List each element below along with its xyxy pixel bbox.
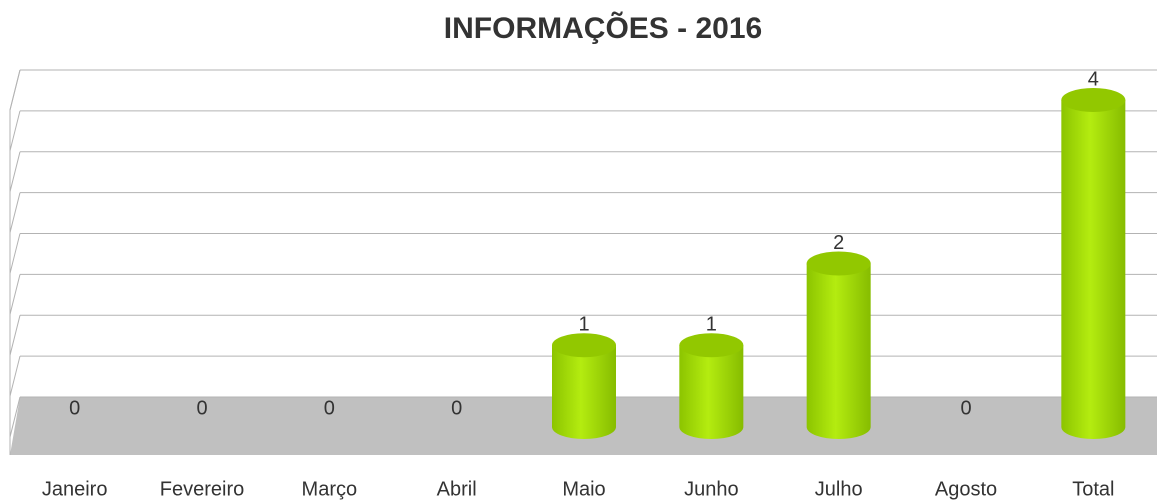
bar-body — [806, 263, 871, 440]
x-tick-label: Agosto — [935, 478, 997, 500]
x-tick-label: Fevereiro — [160, 478, 244, 500]
side-grid-line — [9, 110, 21, 151]
x-tick-label: Janeiro — [42, 478, 108, 500]
value-label: 1 — [578, 314, 589, 336]
bar-body — [552, 345, 616, 439]
side-grid-line — [9, 69, 21, 111]
chart-title: INFORMAÇÕES - 2016 — [444, 11, 762, 45]
bar-top — [679, 333, 744, 358]
side-grid-line — [9, 151, 21, 192]
x-tick-label: Junho — [684, 478, 739, 500]
bar-top — [806, 251, 871, 276]
side-grid-line — [9, 274, 21, 315]
side-grid-line — [9, 233, 21, 274]
side-grid-line — [9, 396, 21, 438]
bar-top — [552, 333, 616, 358]
bar — [1061, 88, 1126, 440]
bar — [806, 251, 871, 440]
value-label: 0 — [69, 397, 80, 419]
bar — [552, 333, 616, 439]
x-tick-label: Maio — [562, 478, 605, 500]
x-tick-label: Total — [1072, 478, 1114, 500]
bar-body — [679, 345, 744, 440]
bar — [679, 333, 744, 440]
x-tick-label: Abril — [437, 478, 477, 500]
side-wall — [9, 69, 21, 455]
side-grid-line — [9, 356, 21, 397]
value-label: 0 — [451, 397, 462, 419]
value-label: 2 — [833, 232, 844, 254]
value-label: 0 — [196, 397, 207, 419]
bar-body — [1061, 100, 1126, 440]
value-label: 0 — [324, 397, 335, 419]
value-label: 0 — [960, 397, 971, 419]
side-grid-line — [9, 315, 21, 356]
x-tick-label: Março — [302, 478, 358, 500]
value-label: 1 — [706, 314, 717, 336]
value-label: 4 — [1088, 68, 1099, 90]
x-tick-label: Julho — [815, 478, 863, 500]
side-grid-line — [9, 192, 21, 233]
bar-top — [1061, 88, 1126, 112]
